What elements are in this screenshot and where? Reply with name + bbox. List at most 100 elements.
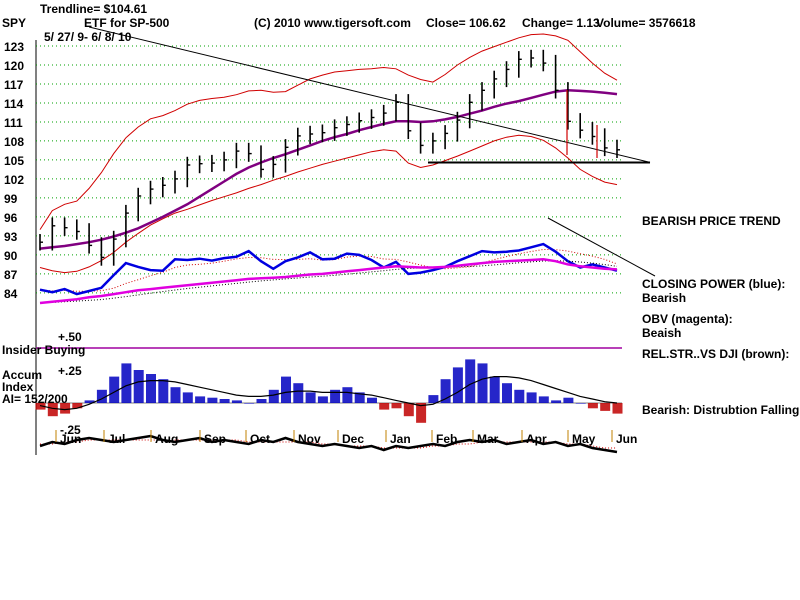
rel-str-ma-line [40,439,617,449]
month-label: Jun [60,432,81,446]
accum-bar [354,392,365,403]
obv-line [39,258,618,305]
accum-bar [84,400,95,403]
accum-bar [195,396,206,403]
month-label: Oct [250,432,270,446]
month-label: Aug [155,432,178,446]
accum-bar [72,403,83,409]
accum-bar [231,400,242,403]
close-label: Close= 106.62 [426,16,506,30]
bearish-price-trend-label: BEARISH PRICE TREND [642,214,781,228]
accum-bar [96,389,107,403]
obv-status: Beaish [642,326,682,340]
y-tick-label: 105 [4,154,24,168]
obv-ma-line [39,260,618,304]
y-tick-label: 117 [4,78,24,92]
accum-bar [244,403,255,404]
y-tick-label: 123 [4,40,24,54]
accum-bar [538,396,549,403]
month-label: Dec [342,432,364,446]
accum-bar [60,403,71,414]
accum-bar [330,389,341,403]
accum-bar [367,397,377,403]
y-tick-label: 96 [4,211,18,225]
accum-bar [305,392,316,403]
accum-bar [121,363,132,403]
index-label: Index [2,380,34,394]
month-label: May [572,432,596,446]
accum-bar [207,397,218,403]
upper-band-line [39,33,618,230]
tick-plus50-label: +.50 [58,330,82,344]
month-label: Apr [526,432,547,446]
ai-value-label: AI= 152/200 [2,392,68,406]
lower-band-line [39,134,618,274]
y-tick-label: 93 [4,230,18,244]
accum-bar [440,379,451,403]
y-tick-label: 87 [4,268,18,282]
accum-bar [317,396,328,403]
accum-bar [293,383,304,403]
accum-bar [428,395,439,403]
month-label: Jan [390,432,411,446]
accum-bar [575,403,586,404]
accum-bar [416,403,427,423]
accum-bar [170,387,181,403]
accum-label: Accum [2,368,43,382]
accum-bar [109,376,120,403]
y-tick-label: 84 [4,287,18,301]
accum-bar [182,392,193,403]
volume-label: Volume= 3576618 [596,16,696,30]
accum-bar [477,363,488,403]
accum-bar [563,397,574,403]
accum-status-label: Bearish: Distrubtion Falling. [642,403,800,417]
closing-power-label: CLOSING POWER (blue): [642,277,786,291]
accum-bar [256,399,267,403]
accum-bar [281,376,291,403]
accum-bar [587,403,598,409]
insider-buying-label: Insider Buying [2,343,86,357]
y-tick-label: 90 [4,249,18,263]
accum-bar [452,367,463,403]
closing-power-trendline [547,217,656,277]
tick-plus25-label: +.25 [58,364,82,378]
closing-power-status: Bearish [642,291,687,305]
accum-bar [146,374,156,403]
trendline-label: Trendline= $104.61 [40,2,148,16]
accum-bar [465,359,476,403]
price-trendline [88,26,651,163]
symbol-label: SPY [2,16,27,30]
month-label: Sep [204,432,226,446]
copyright-label: (C) 2010 www.tigersoft.com [254,16,411,30]
rel-str-line [39,434,618,454]
y-tick-label: 108 [4,135,24,149]
month-label: Nov [298,432,321,446]
y-tick-label: 102 [4,173,24,187]
accum-bar [133,370,144,403]
obv-label: OBV (magenta): [642,312,733,326]
accum-bar [342,387,353,403]
accum-bar [612,403,623,414]
y-tick-label: 114 [4,97,24,111]
accum-bar [551,400,562,403]
tick-minus25-label: -.25 [60,423,81,437]
y-tick-label: 120 [4,59,24,73]
ma-50-line [39,89,618,250]
accum-bar [600,403,611,411]
closing-power-line [39,242,618,296]
month-label: Feb [436,432,457,446]
accum-bar [158,379,169,403]
accum-bar [526,392,537,403]
closing-power-ma-line [39,248,618,292]
rel-str-label: REL.STR..VS DJI (brown): [642,347,790,361]
accum-bar [268,389,279,403]
date-range-label: 5/ 27/ 9- 6/ 8/ 10 [44,30,132,44]
month-label: Jul [108,432,125,446]
accum-bar [219,399,230,403]
change-label: Change= 1.13 [522,16,600,30]
accum-bar [47,403,58,417]
etf-label: ETF for SP-500 [84,16,170,30]
accum-bar [489,376,500,403]
month-label: Jun [616,432,637,446]
